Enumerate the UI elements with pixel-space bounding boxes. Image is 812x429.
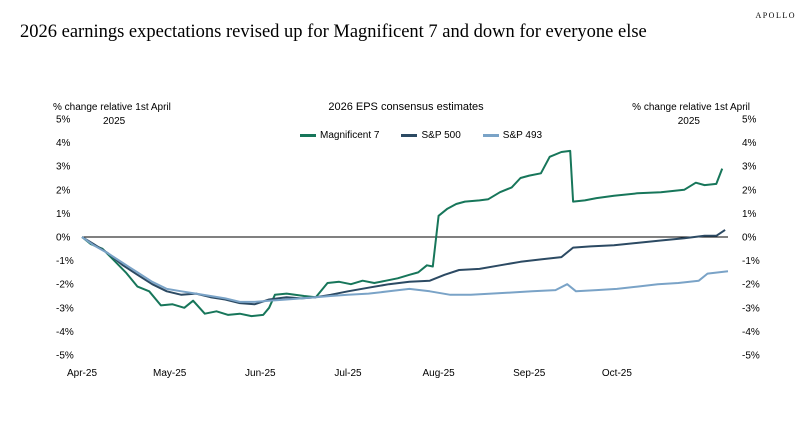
brand-logo-text: APOLLO — [755, 11, 796, 20]
y-tick-label-right: -3% — [742, 303, 760, 314]
y-tick-label-right: 1% — [742, 209, 757, 220]
x-tick-label: Oct-25 — [602, 368, 632, 379]
y-tick-label-right: -4% — [742, 327, 760, 338]
headline: 2026 earnings expectations revised up fo… — [20, 22, 647, 42]
y-axis-label-left-line2: 2025 — [103, 116, 126, 127]
y-tick-label-right: -2% — [742, 280, 760, 291]
legend-swatch-magnificent-7 — [300, 134, 316, 137]
chart-title: 2026 EPS consensus estimates — [328, 101, 484, 113]
y-axis-label-right-line1: % change relative 1st April — [632, 102, 750, 113]
y-tick-label-right: 5% — [742, 115, 757, 126]
x-tick-label: Apr-25 — [67, 368, 97, 379]
legend-label-sp-493: S&P 493 — [502, 130, 543, 141]
y-tick-label-right: 4% — [742, 138, 757, 149]
legend-swatch-sp-500 — [401, 134, 418, 137]
x-tick-label: Jul-25 — [334, 368, 362, 379]
y-tick-label-left: -1% — [56, 256, 74, 267]
y-tick-label-left: -2% — [56, 280, 74, 291]
y-axis-label-right: % change relative 1st April 2025 — [632, 101, 750, 129]
series-line-0 — [81, 149, 724, 318]
legend-item-sp-500: S&P 500 — [401, 130, 461, 141]
legend-item-magnificent-7: Magnificent 7 — [300, 130, 379, 141]
y-axis-label-left: % change relative 1st April 2025 — [53, 101, 171, 129]
y-axis-label-left-line1: % change relative 1st April — [53, 102, 171, 113]
y-tick-label-right: 3% — [742, 162, 757, 173]
y-tick-label-right: 0% — [742, 233, 757, 244]
legend-item-sp-493: S&P 493 — [482, 130, 543, 141]
y-tick-label-left: -3% — [56, 303, 74, 314]
y-tick-label-left: -5% — [56, 351, 74, 362]
series-line-2 — [81, 236, 729, 303]
legend-label-magnificent-7: Magnificent 7 — [320, 130, 380, 141]
y-tick-label-left: 2% — [56, 185, 71, 196]
y-axis-label-right-line2: 2025 — [677, 116, 700, 127]
y-tick-label-left: 5% — [56, 115, 71, 126]
legend: Magnificent 7 S&P 500 S&P 493 — [300, 130, 564, 141]
legend-swatch-sp-493 — [482, 134, 499, 137]
x-tick-label: Aug-25 — [422, 368, 455, 379]
x-tick-label: Jun-25 — [245, 368, 276, 379]
y-tick-label-left: -4% — [56, 327, 74, 338]
y-tick-label-right: -5% — [742, 351, 760, 362]
y-tick-label-left: 1% — [56, 209, 71, 220]
y-tick-label-left: 4% — [56, 138, 71, 149]
legend-label-sp-500: S&P 500 — [421, 130, 461, 141]
y-tick-label-right: 2% — [742, 185, 757, 196]
y-tick-label-left: 0% — [56, 233, 71, 244]
x-tick-label: May-25 — [153, 368, 187, 379]
x-tick-label: Sep-25 — [513, 368, 546, 379]
series-line-1 — [81, 229, 726, 306]
y-tick-label-left: 3% — [56, 162, 71, 173]
y-tick-label-right: -1% — [742, 256, 760, 267]
